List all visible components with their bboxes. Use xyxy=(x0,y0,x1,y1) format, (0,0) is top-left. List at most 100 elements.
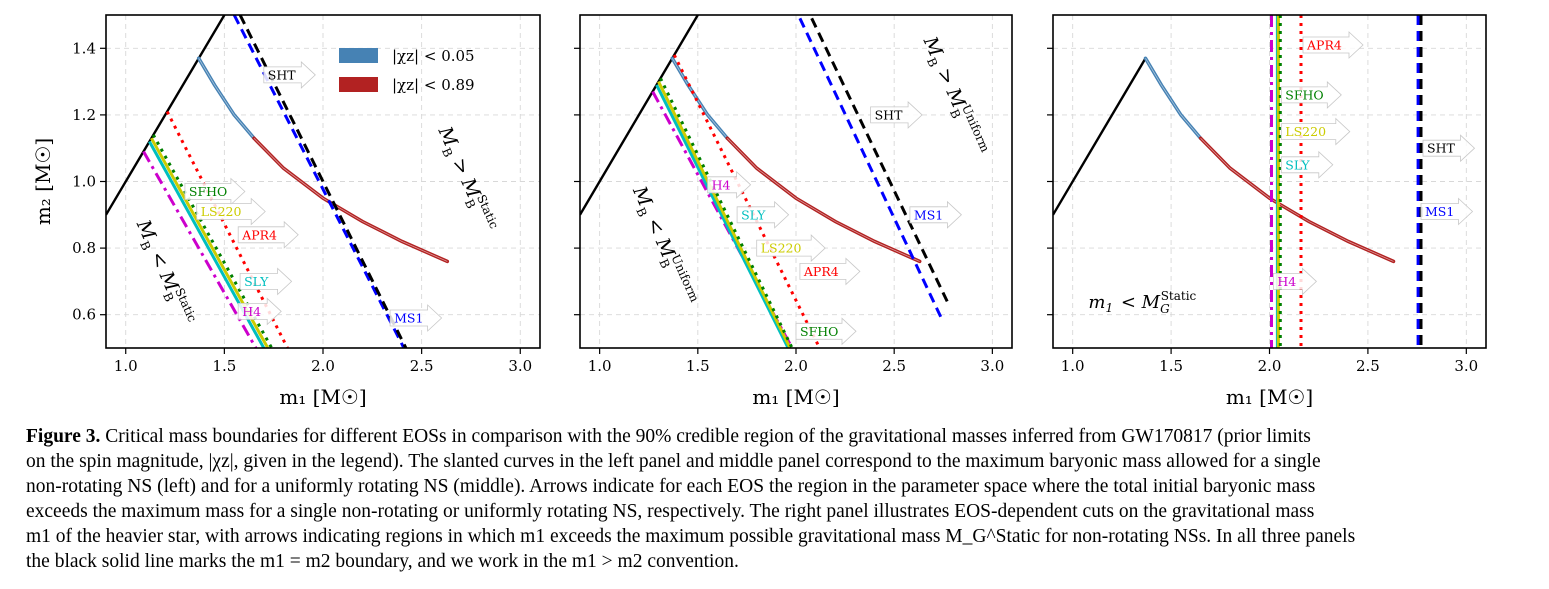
arrow-label-apr4-shape xyxy=(799,257,861,286)
x-tick-label: 3.0 xyxy=(980,357,1004,375)
arrow-label-sht-shape xyxy=(870,100,923,129)
legend-swatch xyxy=(339,77,378,92)
series--z-0-05 xyxy=(1143,56,1203,140)
region-label-left-sup: Static xyxy=(474,193,501,231)
region-label-left: MB > MBStatic xyxy=(433,122,501,231)
arrow-label-ls220-text: LS220 xyxy=(201,204,242,219)
arrow-label-ls220-text: LS220 xyxy=(761,241,802,256)
region-label-middle-text: MB < MBUniform xyxy=(625,181,702,310)
arrow-label-sht-text: SHT xyxy=(1427,141,1455,156)
arrow-label-sfho-shape xyxy=(184,177,246,206)
region-label-middle-text: MB > MBUniform xyxy=(916,32,993,161)
arrow-label-sfho-text: SFHO xyxy=(800,324,838,339)
arrow-label-ls220: LS220 xyxy=(1280,117,1351,146)
region-label-middle: MB < MBUniform xyxy=(625,181,702,310)
region-label-right-base: m xyxy=(1088,292,1105,313)
series-m1-m2-boundary xyxy=(580,15,699,216)
arrow-label-apr4-shape xyxy=(1302,31,1364,59)
caption-line-2: on the spin magnitude, |χz|, given in th… xyxy=(26,451,1321,472)
region-label-right-rel: < M xyxy=(1115,292,1161,313)
arrow-label-ls220-shape xyxy=(196,197,266,226)
y-tick-label: 0.8 xyxy=(72,239,96,257)
caption-line-5: m1 of the heavier star, with arrows indi… xyxy=(26,526,1356,547)
series-sly xyxy=(655,84,790,348)
arrow-label-ms1-text: MS1 xyxy=(394,311,423,326)
arrow-label-sht-shape xyxy=(1422,134,1476,163)
arrow-label-sly-text: SLY xyxy=(741,207,766,222)
arrow-label-ms1-shape xyxy=(389,304,443,332)
arrow-label-ls220-shape xyxy=(756,234,826,263)
y-axis-label: m₂ [M☉] xyxy=(31,138,55,225)
arrow-label-h4: H4 xyxy=(707,170,752,199)
arrow-label-sfho: SFHO xyxy=(184,177,246,206)
arrow-label-apr4: APR4 xyxy=(799,257,861,286)
arrow-label-sfho: SFHO xyxy=(795,317,857,346)
region-label-right-sup: Static xyxy=(1161,289,1197,303)
figure-caption: Figure 3. Critical mass boundaries for d… xyxy=(26,424,1496,574)
x-tick-label: 1.5 xyxy=(686,357,710,375)
arrow-label-sfho-shape xyxy=(1280,80,1342,109)
arrow-label-apr4-text: APR4 xyxy=(241,227,277,242)
arrow-label-ms1-text: MS1 xyxy=(1425,204,1454,219)
series-apr4 xyxy=(672,54,821,348)
arrow-label-sfho-shape xyxy=(795,317,857,346)
x-tick-label: 1.0 xyxy=(588,357,612,375)
arrow-label-h4: H4 xyxy=(1273,267,1317,296)
region-label-middle-sup: Uniform xyxy=(959,102,993,154)
x-tick-label: 1.0 xyxy=(1061,357,1085,375)
plot-content xyxy=(1053,15,1423,348)
caption-label: Figure 3. xyxy=(26,426,101,447)
series-ms1 xyxy=(798,17,943,319)
arrow-label-sht-text: SHT xyxy=(875,107,903,122)
x-tick-label: 1.5 xyxy=(1159,357,1183,375)
series--z-0-89-edge xyxy=(727,137,920,262)
arrow-label-sly-shape xyxy=(239,267,293,296)
caption-line-6: the black solid line marks the m1 = m2 b… xyxy=(26,551,739,572)
caption-line-1: Figure 3. Critical mass boundaries for d… xyxy=(26,424,1496,449)
region-label-left-sup: Static xyxy=(172,286,199,324)
series--z-0-05 xyxy=(196,56,256,140)
arrow-label-ls220: LS220 xyxy=(756,234,826,263)
arrow-label-sht: SHT xyxy=(870,100,923,129)
arrow-label-ms1-shape xyxy=(909,200,962,229)
x-tick-label: 1.0 xyxy=(114,357,138,375)
plot-content xyxy=(580,15,949,348)
arrow-label-sly-shape xyxy=(736,200,790,229)
legend-swatch xyxy=(339,48,378,63)
y-tick-label: 1.2 xyxy=(72,106,96,124)
caption-line-1-text: Critical mass boundaries for different E… xyxy=(105,426,1311,447)
arrow-label-ms1-shape xyxy=(1420,197,1474,226)
region-label-right-subG: G xyxy=(1160,302,1170,316)
series-ls220 xyxy=(657,80,792,348)
series--z-0-05-edge xyxy=(1145,58,1201,139)
arrow-label-h4-shape xyxy=(707,170,752,199)
legend-entry-text: |χz| < 0.05 xyxy=(392,47,475,65)
arrow-label-ms1: MS1 xyxy=(909,200,962,229)
series--z-0-89-edge xyxy=(1200,137,1394,262)
arrow-label-apr4-text: APR4 xyxy=(803,264,839,279)
region-label-middle: MB > MBUniform xyxy=(916,32,993,161)
x-tick-label: 2.5 xyxy=(410,357,434,375)
arrow-label-sly: SLY xyxy=(239,267,293,296)
x-tick-label: 2.0 xyxy=(784,357,808,375)
region-label-right: m1 < MGStatic xyxy=(1088,289,1196,316)
arrow-label-sht: SHT xyxy=(263,60,316,89)
arrow-label-ms1-text: MS1 xyxy=(914,207,943,222)
region-label-right-sub1: 1 xyxy=(1106,301,1114,315)
arrow-label-apr4: APR4 xyxy=(1302,31,1364,59)
arrow-label-sly: SLY xyxy=(736,200,790,229)
arrow-label-ms1: MS1 xyxy=(389,304,443,332)
y-tick-label: 1.0 xyxy=(72,173,96,191)
arrow-label-h4-shape xyxy=(1273,267,1317,296)
y-tick-label: 1.4 xyxy=(72,39,96,57)
arrow-label-ms1: MS1 xyxy=(1420,197,1474,226)
series-sht xyxy=(810,17,949,303)
arrow-label-h4-text: H4 xyxy=(712,177,731,192)
x-tick-label: 2.5 xyxy=(882,357,906,375)
legend-entry-text: |χz| < 0.89 xyxy=(392,76,475,94)
arrow-label-sly-text: SLY xyxy=(1285,157,1310,172)
caption-line-4: exceeds the maximum mass for a single no… xyxy=(26,501,1315,522)
arrow-label-sly-shape xyxy=(1280,150,1334,179)
panel-right: APR4 SFHO LS220 SLY SHT MS1 H4 m1 < MGStatic 1.0… xyxy=(1047,14,1487,409)
